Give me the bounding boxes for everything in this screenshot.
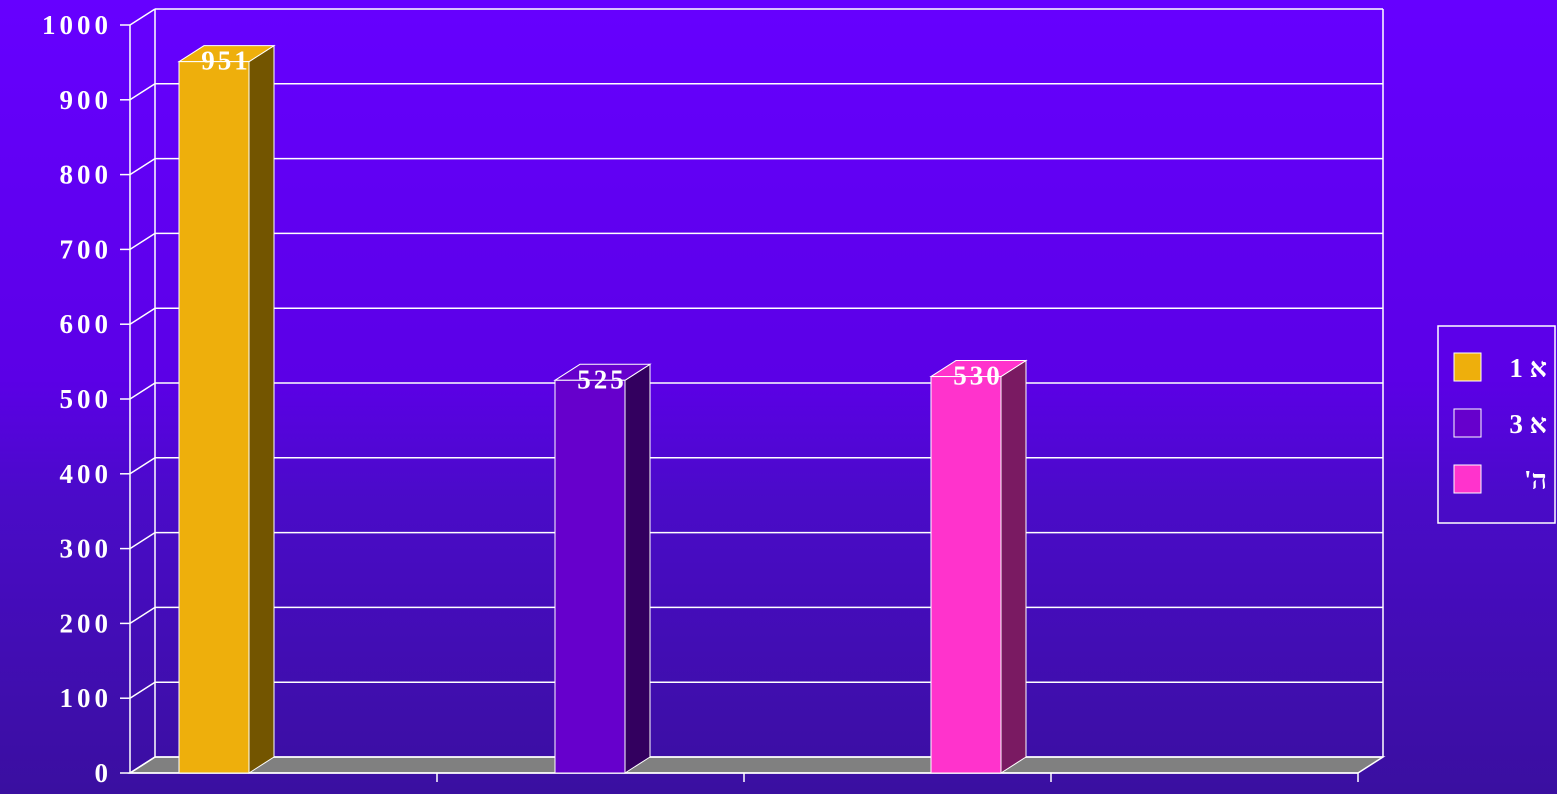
- y-tick-label: 1000: [42, 10, 112, 40]
- side-gridline: [129, 457, 156, 475]
- bar: [930, 376, 1002, 774]
- side-gridline: [129, 8, 156, 26]
- legend-swatch: [1453, 464, 1482, 494]
- side-gridline: [129, 681, 156, 699]
- y-tick-label: 800: [60, 160, 113, 190]
- side-gridline: [129, 606, 156, 625]
- legend-label: א 1: [1509, 353, 1547, 383]
- legend-box: [1437, 325, 1556, 524]
- side-gridline: [129, 382, 156, 400]
- side-gridline: [129, 83, 156, 101]
- bar-side-face: [1000, 359, 1027, 774]
- y-tick-label: 900: [60, 85, 113, 115]
- y-tick-label: 0: [95, 758, 113, 788]
- y-tick-label: 100: [60, 683, 113, 713]
- bar: [178, 61, 250, 774]
- bar-side-face: [248, 44, 275, 774]
- chart-floor: [127, 756, 1386, 774]
- y-tick-label: 200: [60, 608, 113, 638]
- y-tick-label: 300: [60, 534, 113, 564]
- y-tick-label: 400: [60, 459, 113, 489]
- side-gridline: [129, 531, 156, 550]
- data-label: 525: [577, 364, 627, 394]
- bar: [554, 379, 626, 774]
- y-tick-label: 600: [60, 309, 113, 339]
- data-label: 951: [201, 46, 251, 76]
- side-gridline: [129, 756, 156, 774]
- legend-label: א 3: [1509, 409, 1547, 439]
- bar-side-face: [624, 363, 651, 774]
- side-gridline: [129, 307, 156, 325]
- legend-label: ה': [1524, 465, 1547, 495]
- legend-swatch: [1453, 408, 1482, 438]
- y-tick-label: 500: [60, 384, 113, 414]
- side-gridline: [129, 157, 156, 176]
- data-label: 530: [953, 361, 1003, 391]
- y-tick-label: 700: [60, 234, 113, 264]
- side-gridline: [129, 232, 156, 251]
- legend-swatch: [1453, 352, 1482, 382]
